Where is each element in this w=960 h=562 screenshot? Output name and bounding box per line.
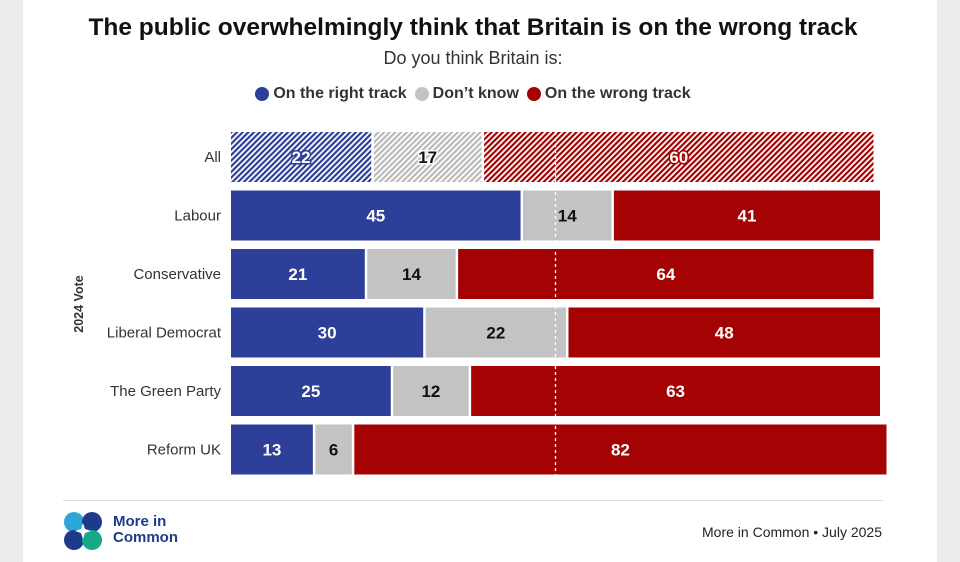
value-label-liberal-democrat-on-the-wrong-track: 48	[715, 324, 734, 343]
bar-reform-uk-on-the-right-track	[231, 424, 313, 475]
value-label-all-on-the-right-track: 22	[292, 148, 311, 167]
category-label-labour: Labour	[174, 208, 221, 225]
logo-wordmark: More in Common	[113, 514, 178, 546]
value-label-the-green-party-don-t-know: 12	[421, 382, 440, 401]
legend-label-right-track: On the right track	[273, 85, 407, 102]
bar-conservative-on-the-right-track	[231, 249, 365, 299]
value-label-liberal-democrat-don-t-know: 22	[486, 324, 505, 343]
legend-item-wrong-track: On the wrong track	[526, 85, 691, 103]
category-label-conservative: Conservative	[133, 266, 221, 283]
legend-item-right-track: On the right track	[255, 85, 407, 103]
bar-all-on-the-right-track	[231, 132, 372, 182]
bar-reform-uk-don-t-know	[315, 424, 352, 475]
legend-label-wrong-track: On the wrong track	[544, 85, 691, 102]
value-label-reform-uk-on-the-wrong-track: 82	[611, 441, 630, 460]
legend-dot-dont-know	[414, 87, 429, 101]
value-label-reform-uk-on-the-right-track: 13	[262, 441, 281, 460]
value-label-reform-uk-don-t-know: 6	[329, 441, 338, 460]
category-label-all: All	[204, 149, 221, 166]
category-label-reform-uk: Reform UK	[147, 442, 221, 459]
bar-labour-don-t-know	[523, 190, 612, 241]
value-label-conservative-don-t-know: 14	[402, 265, 421, 284]
logo-line-1: More in	[113, 513, 167, 530]
value-label-liberal-democrat-on-the-right-track: 30	[318, 324, 337, 343]
bar-liberal-democrat-on-the-wrong-track	[568, 307, 880, 358]
value-label-labour-on-the-right-track: 45	[366, 207, 385, 226]
bar-the-green-party-on-the-wrong-track	[471, 366, 880, 416]
value-label-the-green-party-on-the-wrong-track: 63	[666, 382, 685, 401]
bar-all-on-the-wrong-track	[484, 132, 874, 182]
bar-liberal-democrat-don-t-know	[425, 307, 566, 358]
value-label-all-on-the-wrong-track: 60	[669, 148, 688, 167]
value-label-labour-don-t-know: 14	[558, 207, 577, 226]
bar-conservative-don-t-know	[367, 249, 456, 299]
value-label-conservative-on-the-right-track: 21	[288, 265, 307, 284]
bar-conservative-on-the-wrong-track	[458, 249, 874, 299]
footer-divider	[63, 500, 883, 501]
legend-dot-right-track	[255, 87, 270, 101]
chart-subtitle: Do you think Britain is:	[383, 48, 563, 68]
legend-dot-wrong-track	[526, 87, 541, 101]
category-label-liberal-democrat: Liberal Democrat	[107, 325, 222, 342]
bar-liberal-democrat-on-the-right-track	[231, 307, 424, 358]
bar-labour-on-the-right-track	[231, 190, 521, 241]
value-label-all-don-t-know: 17	[418, 148, 437, 167]
source-note: More in Common • July 2025	[702, 524, 882, 540]
bar-all-don-t-know	[373, 132, 482, 182]
value-label-the-green-party-on-the-right-track: 25	[301, 382, 320, 401]
legend-label-dont-know: Don’t know	[432, 85, 519, 102]
bar-reform-uk-on-the-wrong-track	[354, 424, 887, 475]
category-label-the-green-party: The Green Party	[110, 383, 221, 400]
value-label-conservative-on-the-wrong-track: 64	[656, 265, 675, 284]
bar-the-green-party-on-the-right-track	[231, 366, 391, 416]
logo-line-2: Common	[113, 529, 178, 546]
value-label-labour-on-the-wrong-track: 41	[737, 207, 756, 226]
legend-item-dont-know: Don’t know	[414, 85, 519, 103]
bar-the-green-party-don-t-know	[393, 366, 469, 416]
more-in-common-logo	[64, 512, 102, 550]
bar-labour-on-the-wrong-track	[613, 190, 880, 241]
legend: On the right track Don’t know On the wro…	[0, 85, 946, 103]
chart-title: The public overwhelmingly think that Bri…	[88, 14, 858, 41]
